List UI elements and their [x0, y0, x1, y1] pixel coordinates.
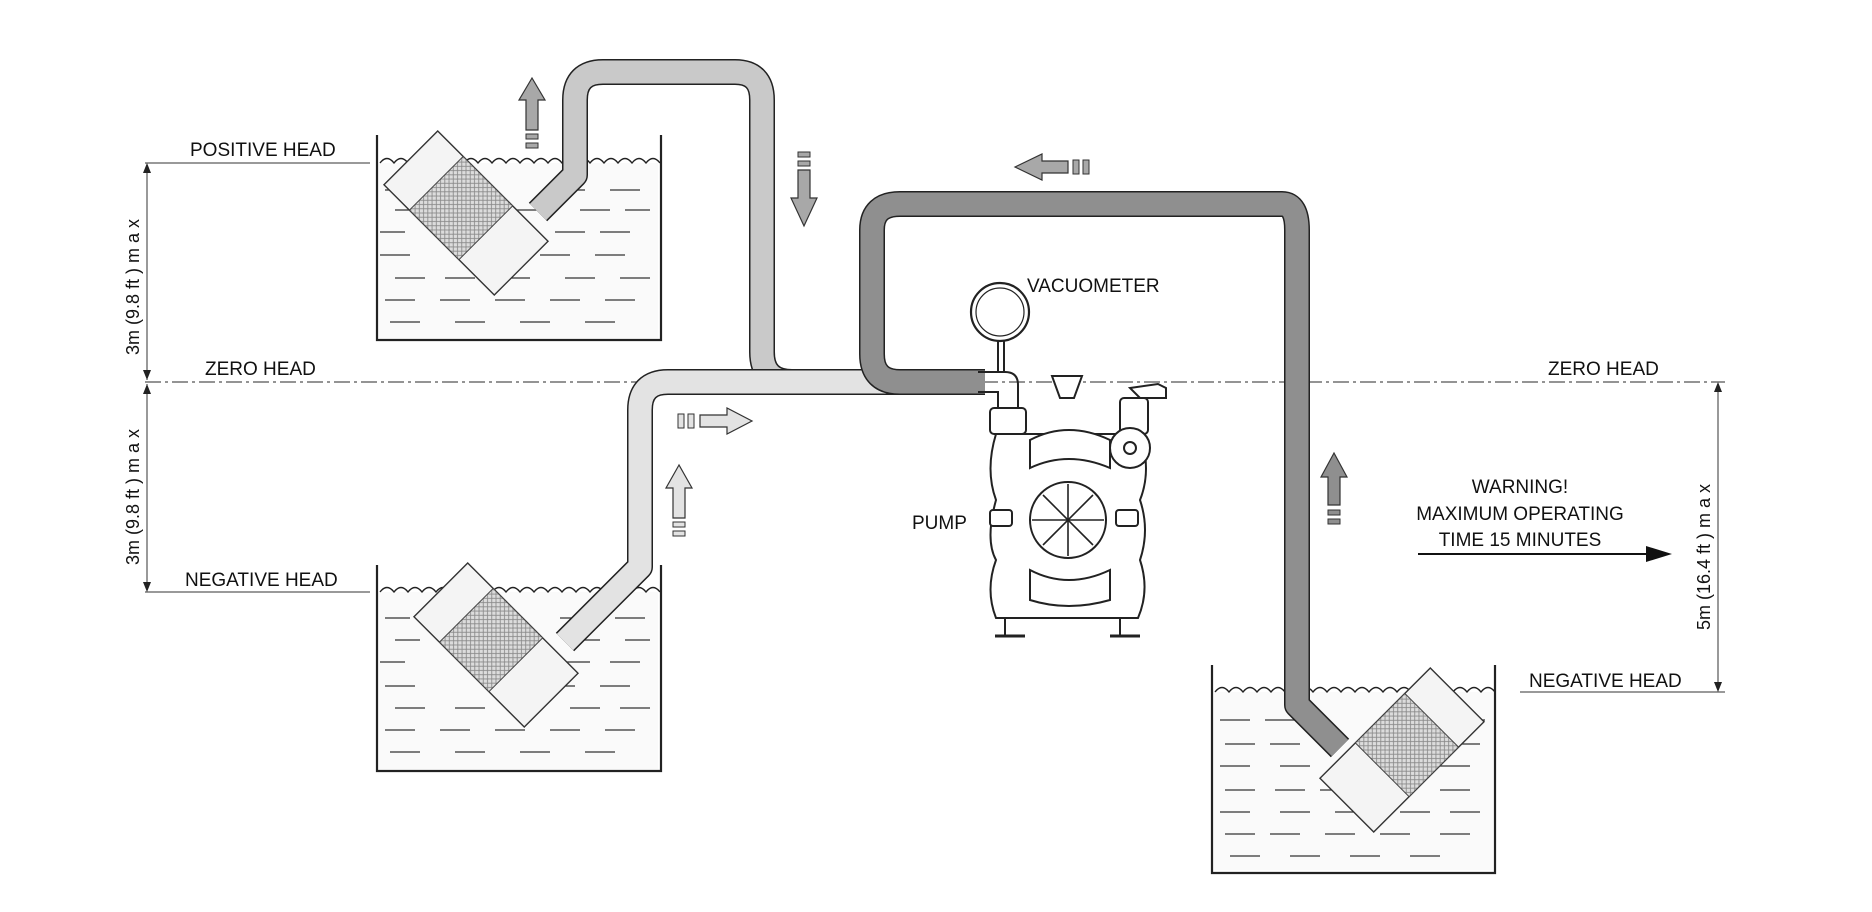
vacuometer-gauge [969, 281, 1031, 372]
dimension-lower-left: 3m (9.8 ft ) m a x [123, 429, 143, 565]
warning-arrow [1418, 546, 1672, 562]
strainer [412, 561, 580, 729]
negative-head-label-right: NEGATIVE HEAD [1529, 671, 1682, 692]
warning-line-3: TIME 15 MINUTES [1439, 530, 1602, 551]
warning-line-2: MAXIMUM OPERATING [1416, 504, 1624, 525]
tank-negative-head-right [1210, 665, 1497, 875]
pump-body [989, 375, 1167, 638]
pump-label: PUMP [912, 513, 967, 534]
flow-arrow-up-positive [517, 76, 547, 149]
strainer [382, 129, 550, 297]
right-dimension-lines [1520, 382, 1725, 693]
tank-positive-head [375, 129, 663, 342]
zero-head-label-right: ZERO HEAD [1548, 359, 1659, 380]
positive-head-label: POSITIVE HEAD [190, 140, 336, 161]
flow-arrow-left [1013, 153, 1090, 181]
tank-negative-head-left [375, 561, 663, 773]
flow-arrow-right [677, 407, 754, 435]
negative-head-label-left: NEGATIVE HEAD [185, 570, 338, 591]
warning-line-1: WARNING! [1472, 477, 1568, 498]
zero-head-label-left: ZERO HEAD [205, 359, 316, 380]
flow-arrow-up-negative-left [664, 463, 694, 537]
vacuometer-label: VACUOMETER [1027, 276, 1160, 297]
dimension-upper-left: 3m (9.8 ft ) m a x [123, 219, 143, 355]
strainer [1318, 666, 1486, 834]
left-dimension-lines [143, 162, 370, 593]
flow-arrow-down [790, 151, 818, 228]
flow-arrow-up-negative-right [1319, 451, 1349, 525]
dimension-right: 5m (16.4 ft ) m a x [1694, 484, 1714, 630]
